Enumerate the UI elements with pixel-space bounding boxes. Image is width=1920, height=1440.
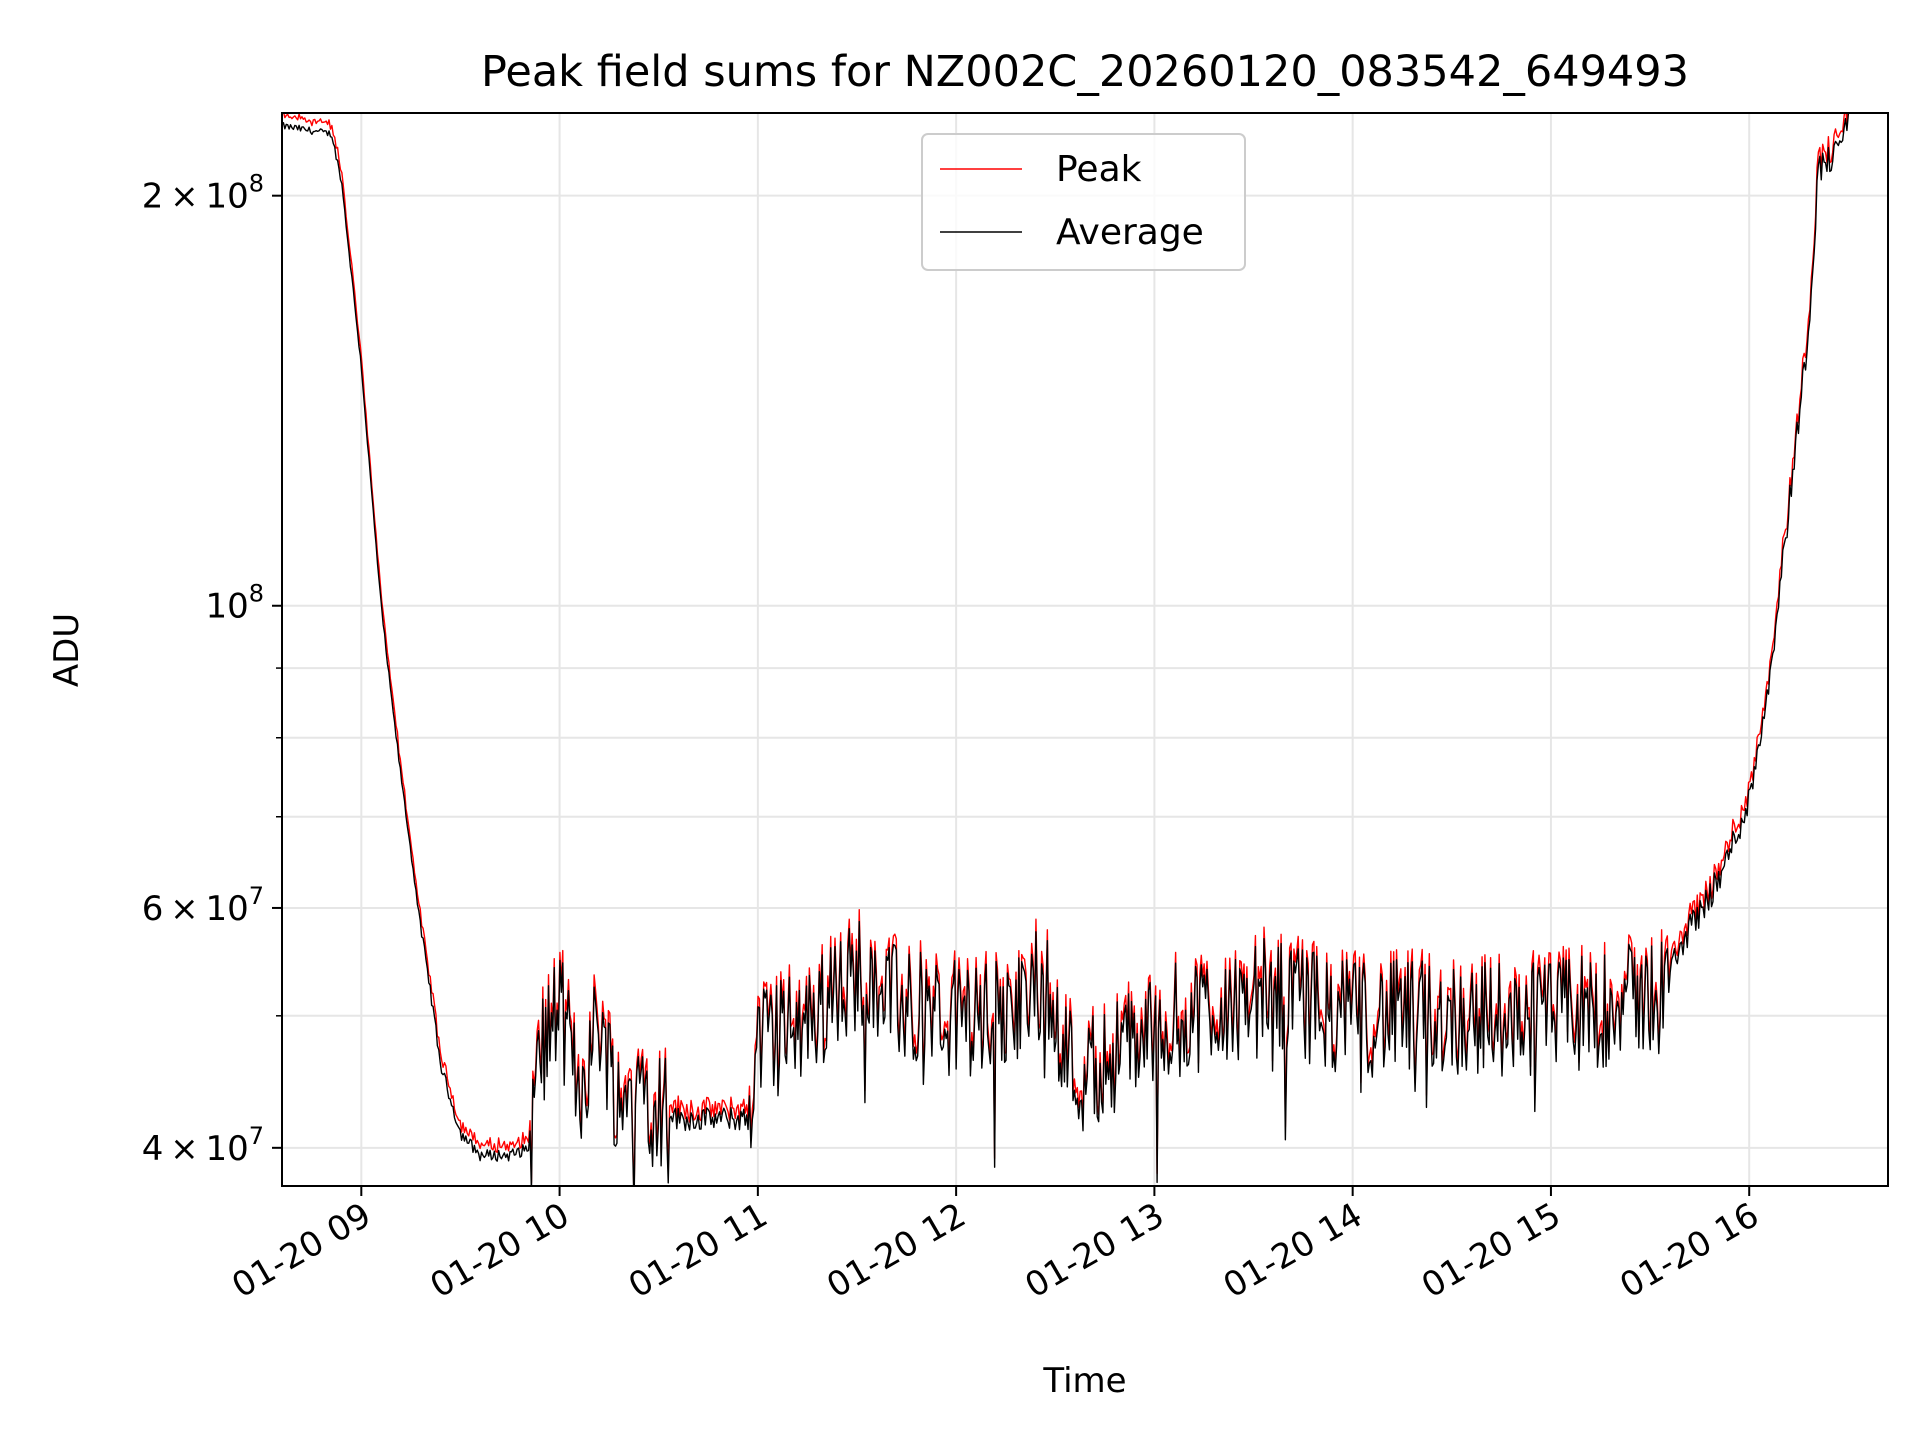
y-tick-mantissa: 4: [142, 1129, 164, 1169]
y-tick-times: × 10: [163, 889, 248, 929]
y-tick-times: × 10: [163, 177, 248, 217]
y-tick-label: 6 × 107: [142, 882, 264, 929]
y-tick-exponent: 8: [249, 580, 264, 608]
y-tick-exponent: 7: [249, 882, 264, 910]
series-line-average: [282, 113, 1850, 1186]
chart-title: Peak field sums for NZ002C_20260120_0835…: [481, 47, 1689, 97]
legend-label-average: Average: [1056, 212, 1204, 253]
y-tick-mantissa: 6: [142, 889, 164, 929]
y-tick-label: 4 × 107: [142, 1122, 264, 1169]
y-tick-exponent: 8: [249, 170, 264, 198]
x-axis-title: Time: [1042, 1361, 1126, 1401]
y-tick-times: × 10: [163, 1129, 248, 1169]
plot-frame: [281, 112, 1889, 1187]
plot-lines: [282, 113, 1850, 1186]
legend: Peak Average: [921, 133, 1246, 271]
y-tick-ten: 10: [205, 587, 248, 627]
y-tick-exponent: 7: [249, 1122, 264, 1150]
legend-label-peak: Peak: [1056, 149, 1142, 190]
y-axis-title: ADU: [47, 613, 87, 687]
y-tick-label: 108: [205, 580, 264, 627]
y-tick-label: 2 × 108: [142, 170, 264, 217]
y-tick-mantissa: 2: [142, 177, 164, 217]
legend-box: [921, 133, 1246, 271]
